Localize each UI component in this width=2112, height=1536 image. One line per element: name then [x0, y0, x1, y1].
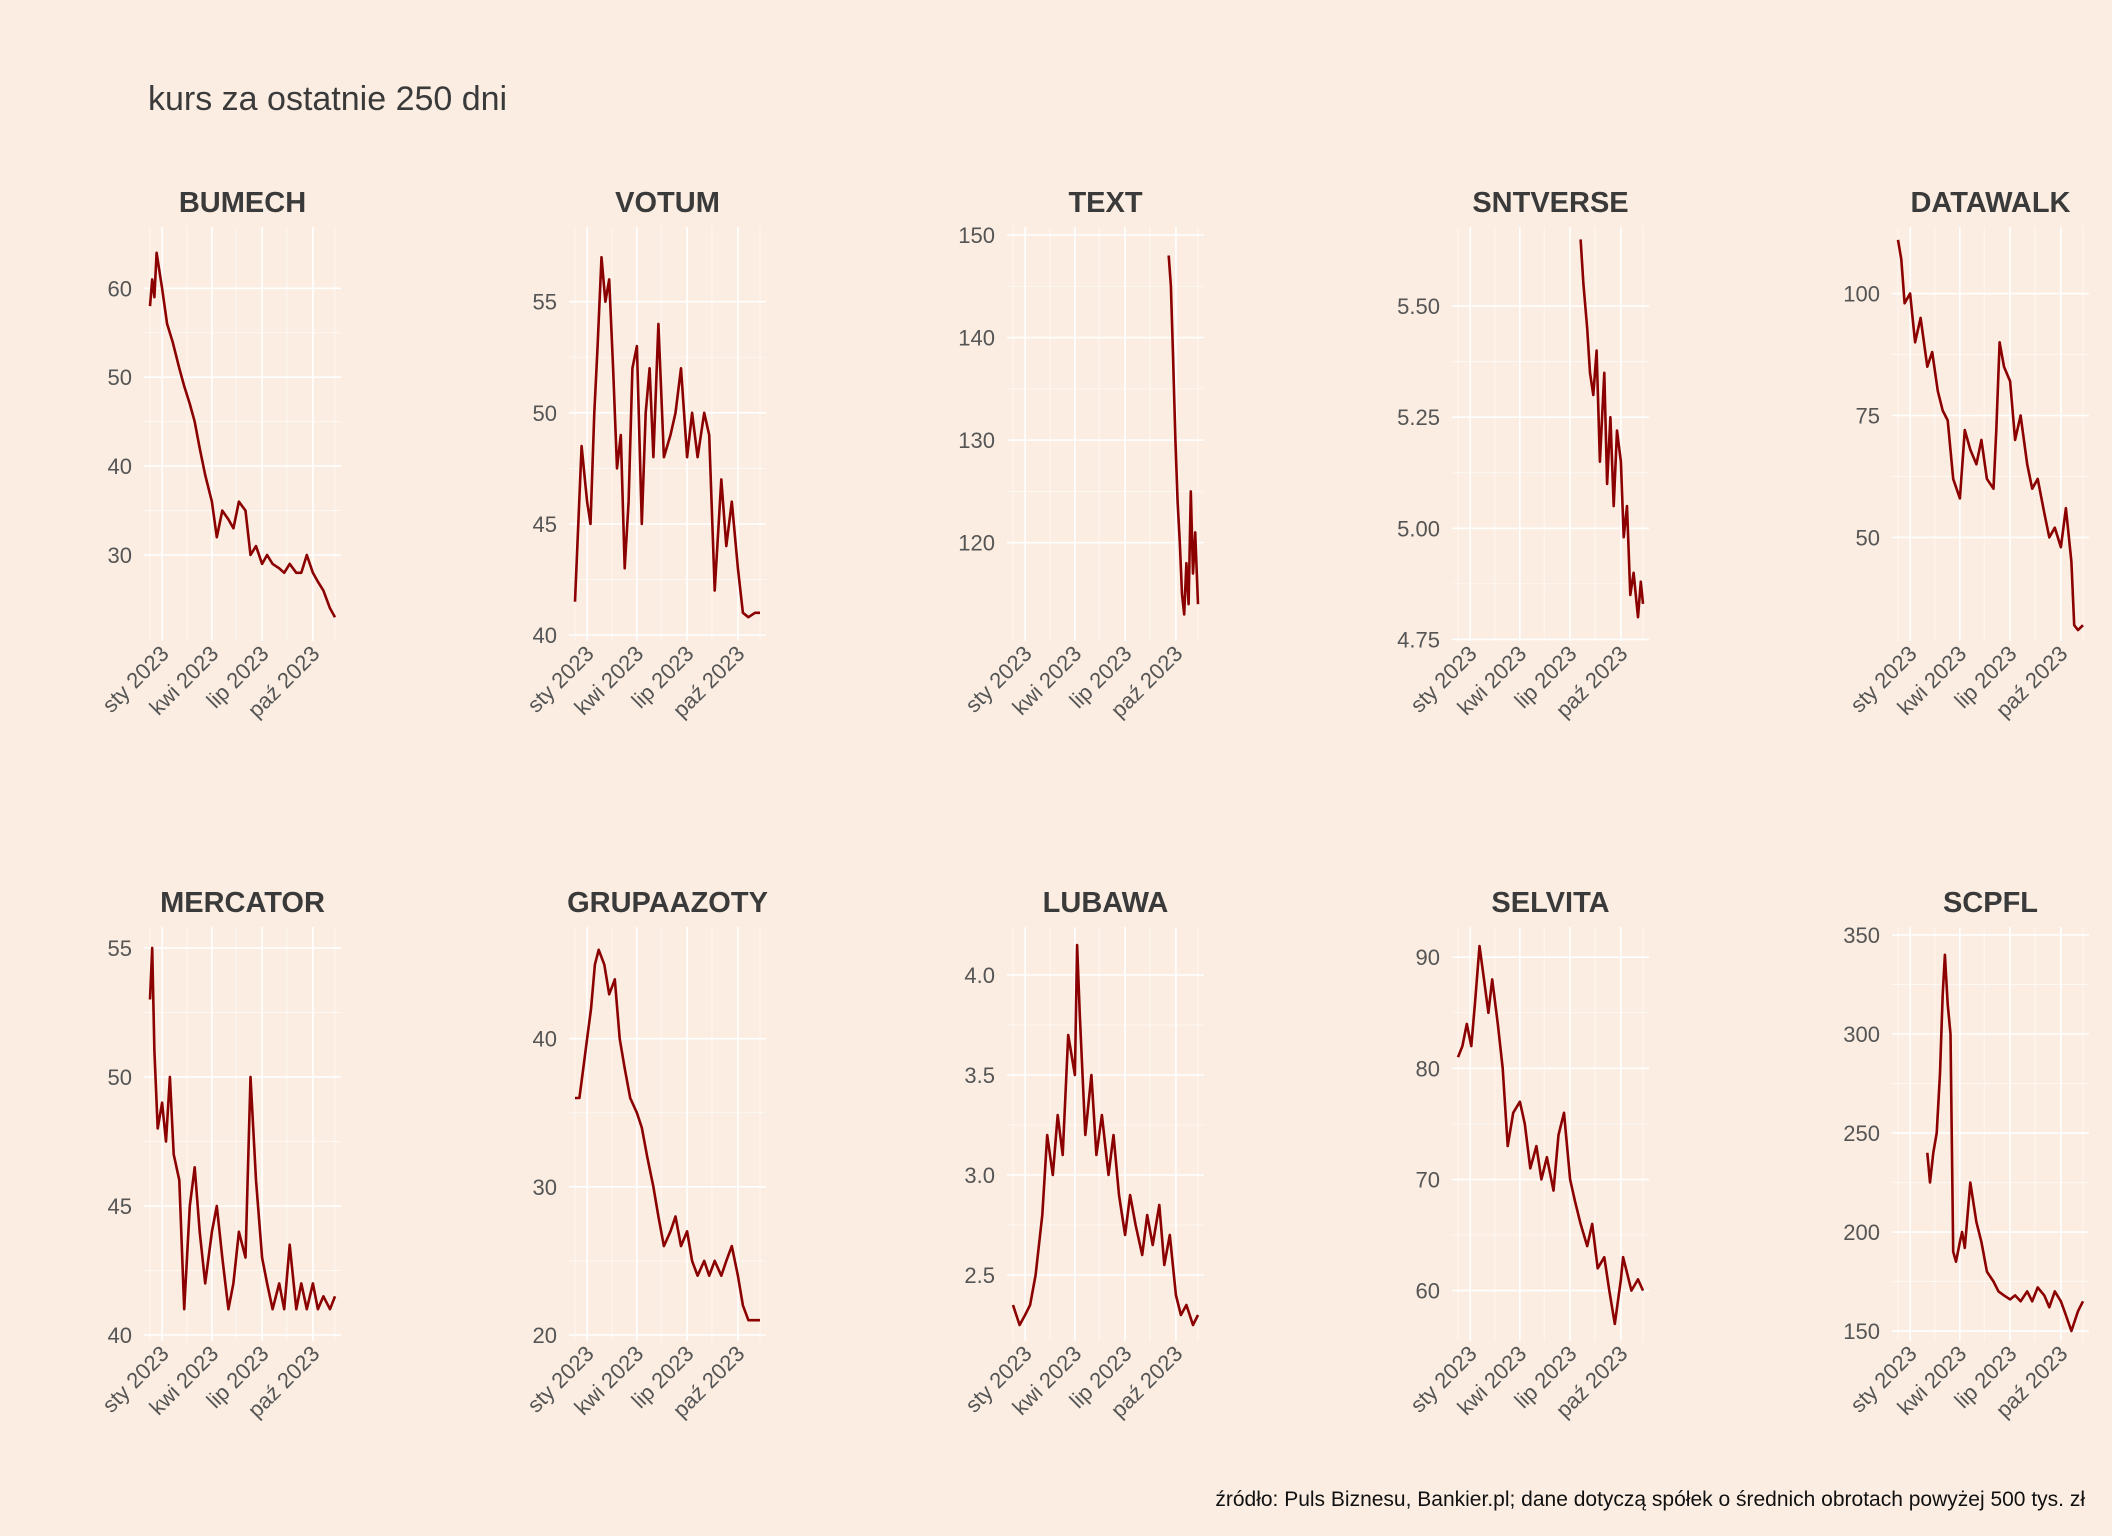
- panel-title: LUBAWA: [1043, 887, 1169, 919]
- y-tick-label: 60: [1416, 1279, 1440, 1304]
- panel-title: VOTUM: [615, 187, 720, 219]
- y-tick-label: 350: [1843, 923, 1880, 948]
- y-tick-label: 20: [533, 1323, 557, 1348]
- y-tick-label: 90: [1416, 945, 1440, 970]
- y-tick-label: 140: [958, 326, 995, 351]
- y-tick-label: 150: [1843, 1319, 1880, 1344]
- y-tick-label: 50: [108, 365, 132, 390]
- price-line: [573, 255, 760, 619]
- y-tick-label: 250: [1843, 1121, 1880, 1146]
- y-tick-label: 300: [1843, 1022, 1880, 1047]
- y-tick-label: 130: [958, 428, 995, 453]
- panel-title: SELVITA: [1491, 887, 1609, 919]
- y-tick-label: 3.0: [964, 1163, 995, 1188]
- y-tick-label: 150: [958, 223, 995, 248]
- price-line: [1011, 943, 1200, 1327]
- y-tick-label: 60: [108, 276, 132, 301]
- y-tick-label: 5.25: [1397, 405, 1440, 430]
- price-line: [1896, 239, 2084, 632]
- y-tick-label: 80: [1416, 1056, 1440, 1081]
- panel-title: MERCATOR: [160, 887, 325, 919]
- y-tick-label: 70: [1416, 1167, 1440, 1192]
- y-tick-label: 100: [1843, 282, 1880, 307]
- price-line: [575, 948, 760, 1322]
- source-caption: źródło: Puls Biznesu, Bankier.pl; dane d…: [1215, 1488, 2085, 1511]
- y-tick-label: 40: [108, 454, 132, 479]
- price-line: [1167, 255, 1200, 616]
- y-tick-label: 4.75: [1397, 627, 1440, 652]
- y-tick-label: 45: [533, 512, 557, 537]
- price-line: [1926, 953, 2085, 1333]
- price-line: [1579, 239, 1645, 619]
- panel-title: SCPFL: [1943, 887, 2038, 919]
- y-tick-label: 4.0: [964, 963, 995, 988]
- panel-title: DATAWALK: [1910, 187, 2070, 219]
- y-tick-label: 2.5: [964, 1263, 995, 1288]
- y-tick-label: 50: [108, 1065, 132, 1090]
- y-tick-label: 5.50: [1397, 294, 1440, 319]
- y-tick-label: 50: [1856, 525, 1880, 550]
- price-line: [1456, 944, 1645, 1326]
- price-line: [148, 251, 337, 618]
- panel-title: GRUPAAZOTY: [567, 887, 768, 919]
- y-tick-label: 55: [533, 290, 557, 315]
- y-tick-label: 5.00: [1397, 516, 1440, 541]
- y-tick-label: 40: [533, 1027, 557, 1052]
- y-tick-label: 50: [533, 401, 557, 426]
- y-tick-label: 120: [958, 531, 995, 556]
- y-tick-label: 75: [1856, 403, 1880, 428]
- price-line: [148, 946, 337, 1311]
- y-tick-label: 40: [533, 623, 557, 648]
- y-tick-label: 200: [1843, 1220, 1880, 1245]
- y-tick-label: 55: [108, 936, 132, 961]
- y-tick-label: 30: [533, 1175, 557, 1200]
- panel-title: TEXT: [1068, 187, 1142, 219]
- panel-title: SNTVERSE: [1472, 187, 1628, 219]
- y-tick-label: 3.5: [964, 1063, 995, 1088]
- panel-title: BUMECH: [179, 187, 306, 219]
- y-tick-label: 30: [108, 543, 132, 568]
- y-tick-label: 40: [108, 1323, 132, 1348]
- figure-title: kurs za ostatnie 250 dni: [148, 80, 507, 118]
- y-tick-label: 45: [108, 1194, 132, 1219]
